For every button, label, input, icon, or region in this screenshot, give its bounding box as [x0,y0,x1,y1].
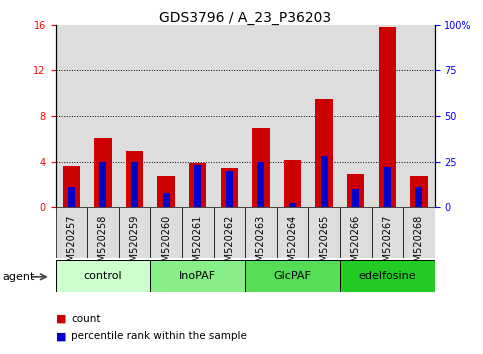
Bar [63,166,80,207]
Text: GSM520258: GSM520258 [98,215,108,274]
Bar [56,260,150,292]
Bar [56,25,87,207]
Text: agent: agent [2,272,35,282]
Bar [119,25,150,207]
Bar [352,189,359,207]
Text: GSM520268: GSM520268 [414,215,424,274]
Text: GSM520259: GSM520259 [129,215,140,274]
Text: GSM520257: GSM520257 [66,215,76,274]
Bar [403,25,435,207]
Bar [321,156,327,207]
Text: InoPAF: InoPAF [179,271,216,281]
Bar [226,171,233,207]
Bar [119,207,150,258]
Bar [150,260,245,292]
Bar [245,25,277,207]
Bar [289,204,296,207]
Bar [384,167,391,207]
Bar [315,99,333,207]
Text: GSM520267: GSM520267 [383,215,392,274]
Bar [257,161,264,207]
Bar [182,25,213,207]
Bar [131,161,138,207]
Bar [99,161,106,207]
Bar [94,138,112,207]
Bar [87,25,119,207]
Bar [213,207,245,258]
Bar [340,260,435,292]
Bar [245,260,340,292]
Bar [163,193,170,207]
Bar [284,160,301,207]
Text: GDS3796 / A_23_P36203: GDS3796 / A_23_P36203 [159,11,331,25]
Bar [277,207,308,258]
Bar [87,207,119,258]
Text: control: control [84,271,122,281]
Bar [56,207,87,258]
Bar [221,169,238,207]
Bar [371,25,403,207]
Bar [213,25,245,207]
Bar [68,187,75,207]
Bar [182,207,213,258]
Bar [347,174,364,207]
Bar [157,176,175,207]
Text: GSM520260: GSM520260 [161,215,171,274]
Text: GSM520266: GSM520266 [351,215,361,274]
Bar [126,151,143,207]
Text: count: count [71,314,100,324]
Bar [245,207,277,258]
Text: percentile rank within the sample: percentile rank within the sample [71,331,247,341]
Text: GSM520265: GSM520265 [319,215,329,274]
Bar [371,207,403,258]
Text: edelfosine: edelfosine [358,271,416,281]
Bar [340,207,371,258]
Bar [340,25,371,207]
Bar [150,25,182,207]
Bar [277,25,308,207]
Text: GlcPAF: GlcPAF [273,271,312,281]
Text: GSM520263: GSM520263 [256,215,266,274]
Bar [403,207,435,258]
Bar [415,187,422,207]
Text: GSM520261: GSM520261 [193,215,203,274]
Bar [150,207,182,258]
Text: GSM520262: GSM520262 [224,215,234,274]
Bar [252,129,270,207]
Bar [379,27,396,207]
Text: ■: ■ [56,331,66,341]
Bar [410,176,427,207]
Bar [189,162,206,207]
Bar [308,25,340,207]
Text: GSM520264: GSM520264 [287,215,298,274]
Bar [194,165,201,207]
Text: ■: ■ [56,314,66,324]
Bar [308,207,340,258]
